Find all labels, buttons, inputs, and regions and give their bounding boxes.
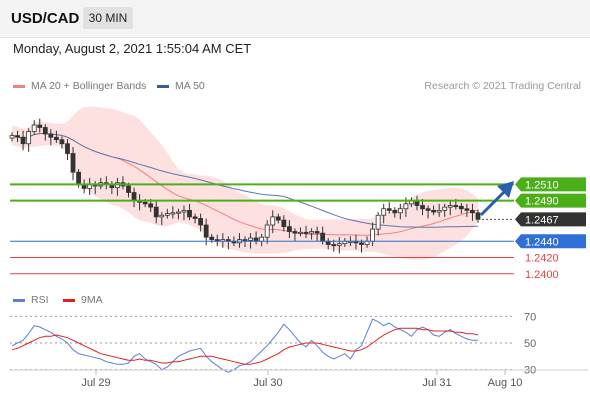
rsi-panel: 70 50 30 [10,311,536,377]
level-label: 1.2490 [525,196,559,208]
candle [431,205,437,216]
legend-rsi: RSI [13,294,49,306]
candle [187,203,192,221]
ma20-label: MA 20 + Bollinger Bands [31,80,147,92]
candle [53,130,59,143]
candle [153,200,159,224]
candle [386,202,392,214]
candle [270,210,276,234]
candle [15,130,20,143]
x-tick-label: Jul 29 [81,377,110,389]
candle [275,213,281,224]
timestamp: Monday, August 2, 2021 1:55:04 AM CET [13,41,252,56]
ma9-swatch [63,298,75,302]
candle [470,203,475,221]
candle [314,226,320,242]
candle [70,147,76,181]
rsi-tick-label: 70 [524,311,536,323]
candle [170,206,176,219]
candle [336,237,342,254]
ma9-label: 9MA [81,294,103,306]
legend-ma50: MA 50 [157,80,205,92]
candle [59,136,65,149]
candle [181,205,187,221]
rsi-tick-label: 50 [524,338,536,350]
level-support: 1.2420 [10,253,559,265]
timeframe-badge[interactable]: 30 MIN [83,7,133,29]
candle [292,228,298,242]
rsi-tick-label: 30 [524,365,536,377]
level-pivot: 1.2440 [10,234,586,249]
level-resistance: 1.2510 [10,177,586,192]
x-axis: Jul 29 Jul 30 Jul 31 Aug 10 [10,369,588,389]
level-label: 1.2440 [525,236,559,248]
level-label: 1.2400 [525,269,559,281]
candle [9,132,15,142]
direction-arrow [479,181,514,217]
candle [264,220,270,244]
price-levels: 1.2510 1.2490 1.2467 1.2440 1.2420 1.2400 [10,177,586,281]
candle [31,120,37,135]
legend-ma20: MA 20 + Bollinger Bands [13,80,146,92]
chart-header: USD/CAD 30 MIN [0,0,590,38]
moving-averages [11,133,479,236]
candle [164,208,170,219]
level-current: 1.2467 [478,212,586,227]
candle [286,220,292,238]
candle [420,199,425,216]
bollinger-bands [12,106,478,260]
candle [464,203,470,217]
candle [381,203,387,224]
candle [425,205,431,219]
candle [442,203,448,217]
candle [65,138,70,160]
candle [159,212,165,225]
candle [48,129,54,146]
candle [26,128,32,152]
candle [359,239,364,253]
bollinger-band-area [12,106,478,260]
candle [447,200,453,216]
candle [397,203,403,220]
level-label: 1.2420 [525,253,559,265]
legend-ma9: 9MA [63,294,103,306]
x-tick-label: Aug 10 [488,377,523,389]
rsi-swatch [13,298,25,302]
candle [37,118,43,133]
candle [436,203,442,217]
level-label: 1.2510 [525,179,559,191]
candle [20,130,26,151]
ma50-line [11,133,479,228]
candle [303,225,309,238]
candle [309,228,314,240]
rsi-ma9-line [11,327,479,365]
rsi-label: RSI [31,294,49,306]
x-tick-label: Jul 30 [253,377,282,389]
symbol-label: USD/CAD [11,10,80,27]
ma50-label: MA 50 [175,80,205,92]
x-tick-label: Jul 31 [422,377,451,389]
candle [458,203,464,214]
candle [392,207,398,218]
candle [192,213,198,224]
candle [42,124,48,141]
candle [281,215,287,232]
level-support: 1.2400 [10,269,559,281]
ma50-swatch [157,84,169,88]
candle [176,208,181,220]
ma20-swatch [13,84,25,88]
candle [298,227,303,237]
level-label: 1.2467 [525,214,559,226]
candle [198,213,204,232]
credit-text: Research © 2021 Trading Central [424,80,581,92]
level-resistance: 1.2490 [10,193,586,208]
candle [375,212,381,236]
